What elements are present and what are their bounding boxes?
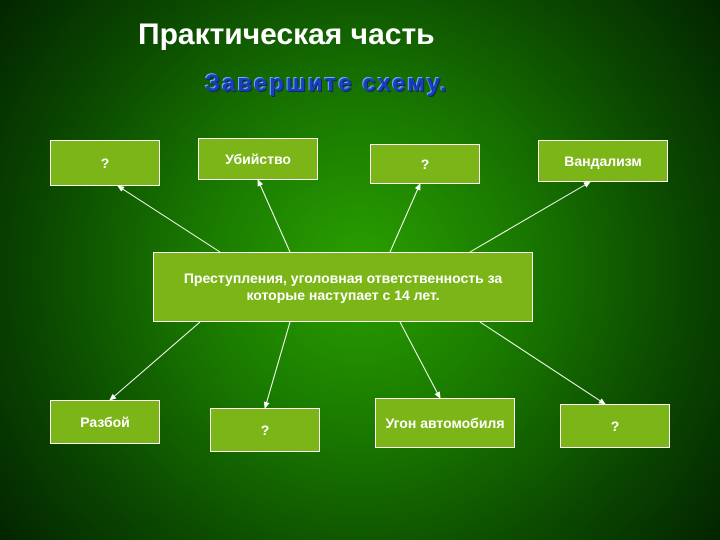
top-node-4: Вандализм [538, 140, 668, 182]
top-node-3: ? [370, 144, 480, 184]
bottom-node-2: ? [210, 408, 320, 452]
slide-subtitle: Завершите схему. [205, 70, 449, 98]
slide-title: Практическая часть [138, 18, 435, 52]
connector-line [470, 182, 590, 252]
bottom-node-3: Угон автомобиля [375, 398, 515, 448]
connector-line [258, 180, 290, 252]
bottom-node-4: ? [560, 404, 670, 448]
connector-line [118, 186, 220, 252]
slide-stage: Практическая часть Завершите схему. Прес… [0, 0, 720, 540]
connector-line [480, 322, 605, 404]
top-node-1: ? [50, 140, 160, 186]
connector-line [390, 184, 420, 252]
connector-line [110, 322, 200, 400]
center-node: Преступления, уголовная ответственность … [153, 252, 533, 322]
connector-line [265, 322, 290, 408]
top-node-2: Убийство [198, 138, 318, 180]
bottom-node-1: Разбой [50, 400, 160, 444]
connector-line [400, 322, 440, 398]
